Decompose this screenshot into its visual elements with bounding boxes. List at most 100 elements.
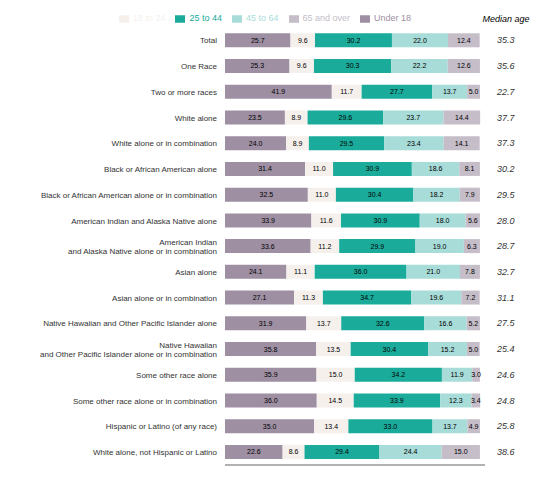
svg-text:15.0: 15.0: [329, 371, 343, 378]
svg-text:3.0: 3.0: [471, 371, 481, 378]
svg-text:35.6: 35.6: [497, 61, 515, 71]
svg-text:33.9: 33.9: [261, 217, 275, 224]
svg-text:13.7: 13.7: [443, 88, 457, 95]
svg-text:23.7: 23.7: [406, 114, 420, 121]
svg-text:33.6: 33.6: [261, 243, 275, 250]
svg-text:7.9: 7.9: [465, 191, 475, 198]
svg-text:34.7: 34.7: [360, 294, 374, 301]
svg-text:15.0: 15.0: [454, 448, 468, 455]
svg-text:American Indian and Alaska Nat: American Indian and Alaska Native alone: [71, 217, 217, 226]
svg-text:13.7: 13.7: [443, 423, 457, 430]
svg-text:22.6: 22.6: [247, 448, 261, 455]
svg-text:22.0: 22.0: [413, 37, 427, 44]
svg-text:36.0: 36.0: [264, 397, 278, 404]
svg-text:9.6: 9.6: [297, 62, 307, 69]
svg-text:27.1: 27.1: [253, 294, 267, 301]
svg-text:23.5: 23.5: [248, 114, 262, 121]
svg-text:28.0: 28.0: [496, 216, 515, 226]
svg-text:Hispanic or Latino (of any rac: Hispanic or Latino (of any race): [106, 422, 218, 431]
svg-text:38.6: 38.6: [497, 447, 515, 457]
svg-text:32.7: 32.7: [497, 267, 516, 277]
svg-text:8.9: 8.9: [291, 114, 301, 121]
svg-text:Black or African American alon: Black or African American alone: [104, 165, 217, 174]
svg-text:8.9: 8.9: [293, 140, 303, 147]
svg-text:Total: Total: [200, 36, 217, 45]
svg-text:24.1: 24.1: [249, 268, 263, 275]
svg-text:14.5: 14.5: [328, 397, 342, 404]
svg-text:11.0: 11.0: [313, 165, 326, 172]
svg-text:31.4: 31.4: [258, 165, 272, 172]
svg-text:29.4: 29.4: [335, 448, 349, 455]
svg-text:25.3: 25.3: [250, 62, 264, 69]
svg-text:5.0: 5.0: [468, 346, 478, 353]
svg-text:30.3: 30.3: [346, 62, 360, 69]
svg-text:35.9: 35.9: [264, 371, 278, 378]
svg-text:Native Hawaiian and Other Paci: Native Hawaiian and Other Pacific Island…: [43, 319, 217, 328]
svg-text:11.7: 11.7: [340, 88, 353, 95]
svg-text:Asian alone or in combination: Asian alone or in combination: [112, 294, 217, 303]
svg-text:11.2: 11.2: [318, 243, 331, 250]
svg-text:30.2: 30.2: [347, 37, 361, 44]
svg-text:30.2: 30.2: [497, 164, 515, 174]
svg-text:33.0: 33.0: [384, 423, 398, 430]
svg-text:23.4: 23.4: [407, 140, 421, 147]
svg-text:30.4: 30.4: [368, 191, 382, 198]
svg-text:24.6: 24.6: [496, 370, 515, 380]
svg-text:18.6: 18.6: [429, 165, 443, 172]
svg-text:24.8: 24.8: [496, 396, 515, 406]
svg-text:29.9: 29.9: [370, 243, 384, 250]
svg-text:14.1: 14.1: [455, 140, 469, 147]
svg-text:14.4: 14.4: [455, 114, 469, 121]
svg-text:22.2: 22.2: [413, 62, 427, 69]
svg-text:34.2: 34.2: [392, 371, 406, 378]
svg-text:25.4: 25.4: [496, 344, 515, 354]
svg-text:35.0: 35.0: [263, 423, 277, 430]
svg-text:19.6: 19.6: [430, 294, 444, 301]
svg-text:Some other race alone: Some other race alone: [136, 371, 217, 380]
svg-text:18.2: 18.2: [430, 191, 444, 198]
svg-text:18.0: 18.0: [436, 217, 450, 224]
svg-text:25.8: 25.8: [496, 421, 515, 431]
svg-text:11.9: 11.9: [451, 371, 464, 378]
svg-text:19.0: 19.0: [433, 243, 447, 250]
svg-text:Asian alone: Asian alone: [175, 268, 217, 277]
svg-text:Black or African American alon: Black or African American alone or in co…: [41, 191, 217, 200]
svg-text:35.8: 35.8: [264, 346, 278, 353]
svg-text:4.9: 4.9: [469, 423, 479, 430]
svg-text:White alone, not Hispanic or L: White alone, not Hispanic or Latino: [93, 448, 218, 457]
svg-text:27.5: 27.5: [496, 318, 516, 328]
svg-text:5.0: 5.0: [469, 88, 479, 95]
svg-text:24.4: 24.4: [404, 448, 418, 455]
svg-text:7.8: 7.8: [465, 268, 475, 275]
svg-text:21.0: 21.0: [426, 268, 440, 275]
svg-text:7.2: 7.2: [466, 294, 476, 301]
svg-text:15.2: 15.2: [441, 346, 455, 353]
svg-text:29.5: 29.5: [340, 140, 354, 147]
svg-text:37.7: 37.7: [497, 113, 516, 123]
svg-text:30.9: 30.9: [366, 165, 380, 172]
svg-text:16.6: 16.6: [439, 320, 453, 327]
svg-text:32.5: 32.5: [260, 191, 274, 198]
svg-text:13.4: 13.4: [324, 423, 338, 430]
svg-text:36.0: 36.0: [354, 268, 368, 275]
svg-text:One Race: One Race: [181, 62, 218, 71]
svg-text:Two or more races: Two or more races: [151, 88, 217, 97]
svg-text:22.7: 22.7: [496, 87, 516, 97]
svg-text:11.0: 11.0: [315, 191, 328, 198]
svg-text:Some other race alone or in co: Some other race alone or in combination: [73, 397, 217, 406]
svg-text:30.4: 30.4: [383, 346, 397, 353]
svg-text:13.7: 13.7: [317, 320, 331, 327]
svg-text:8.6: 8.6: [289, 448, 299, 455]
svg-text:35.3: 35.3: [497, 35, 515, 45]
svg-text:13.5: 13.5: [327, 346, 341, 353]
svg-text:Native Hawaiianand Other Pacif: Native Hawaiianand Other Pacific Islande…: [40, 341, 217, 359]
svg-text:11.3: 11.3: [302, 294, 315, 301]
svg-text:25.7: 25.7: [251, 37, 265, 44]
svg-text:12.4: 12.4: [457, 37, 471, 44]
svg-text:27.7: 27.7: [390, 88, 404, 95]
svg-text:9.6: 9.6: [298, 37, 308, 44]
svg-text:8.1: 8.1: [465, 165, 475, 172]
svg-text:White alone: White alone: [175, 114, 218, 123]
svg-text:6.3: 6.3: [467, 243, 477, 250]
svg-text:32.6: 32.6: [376, 320, 390, 327]
